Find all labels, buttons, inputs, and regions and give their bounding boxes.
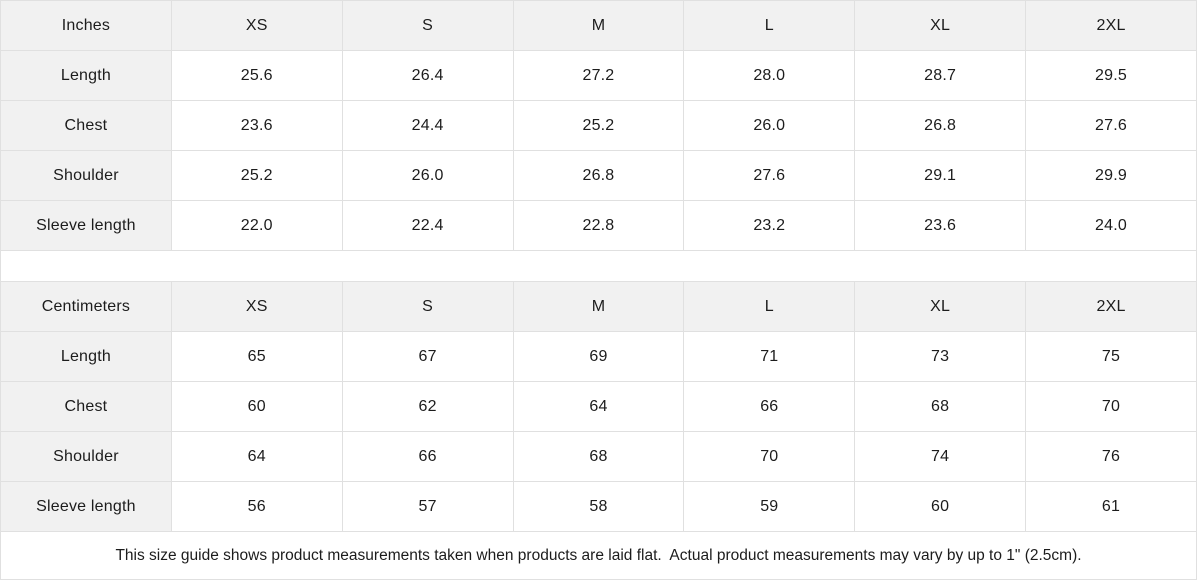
measurement-value-cell: 74 (854, 431, 1027, 482)
measurement-value-cell: 58 (512, 481, 685, 532)
measurement-value-cell: 24.0 (1025, 200, 1197, 251)
measurement-value-cell: 27.2 (512, 50, 685, 101)
measurement-value-cell: 26.0 (341, 150, 514, 201)
size-column-header: M (512, 281, 685, 332)
measurement-value-cell: 69 (512, 331, 685, 382)
measurement-value-cell: 22.4 (341, 200, 514, 251)
measurement-row: Shoulder 25.2 26.0 26.8 27.6 29.1 29.9 (0, 150, 1197, 201)
measurement-value-cell: 65 (170, 331, 343, 382)
measurement-value-cell: 68 (854, 381, 1027, 432)
measurement-row: Length 25.6 26.4 27.2 28.0 28.7 29.5 (0, 50, 1197, 101)
measurement-value-cell: 68 (512, 431, 685, 482)
size-column-header: S (341, 0, 514, 51)
size-column-header: M (512, 0, 685, 51)
size-guide-footer: This size guide shows product measuremen… (0, 532, 1197, 580)
measurement-value-cell: 23.2 (683, 200, 856, 251)
measurement-row-label: Length (0, 331, 172, 382)
size-table-inches: Inches XS S M L XL 2XL Length 25.6 26.4 27.2 28.0 28… (0, 0, 1197, 251)
measurement-value-cell: 25.6 (170, 50, 343, 101)
measurement-value-cell: 25.2 (512, 100, 685, 151)
measurement-value-cell: 24.4 (341, 100, 514, 151)
measurement-value-cell: 29.9 (1025, 150, 1197, 201)
size-column-header: XL (854, 281, 1027, 332)
size-header-row: Inches XS S M L XL 2XL (0, 0, 1197, 51)
size-column-header: XS (170, 281, 343, 332)
measurement-row: Chest 23.6 24.4 25.2 26.0 26.8 27.6 (0, 100, 1197, 151)
measurement-value-cell: 64 (512, 381, 685, 432)
measurement-value-cell: 57 (341, 481, 514, 532)
size-header-row: Centimeters XS S M L XL 2XL (0, 281, 1197, 332)
measurement-row-label: Shoulder (0, 150, 172, 201)
unit-label-cell: Centimeters (0, 281, 172, 332)
size-column-header: S (341, 281, 514, 332)
size-column-header: 2XL (1025, 0, 1197, 51)
measurement-value-cell: 67 (341, 331, 514, 382)
measurement-value-cell: 61 (1025, 481, 1197, 532)
measurement-value-cell: 66 (683, 381, 856, 432)
measurement-value-cell: 60 (854, 481, 1027, 532)
measurement-value-cell: 26.4 (341, 50, 514, 101)
measurement-value-cell: 22.8 (512, 200, 685, 251)
measurement-row: Length 65 67 69 71 73 75 (0, 331, 1197, 382)
measurement-row-label: Sleeve length (0, 200, 172, 251)
size-column-header: L (683, 0, 856, 51)
measurement-value-cell: 59 (683, 481, 856, 532)
measurement-value-cell: 56 (170, 481, 343, 532)
measurement-value-cell: 60 (170, 381, 343, 432)
size-column-header: L (683, 281, 856, 332)
measurement-value-cell: 66 (341, 431, 514, 482)
table-spacer (0, 251, 1197, 281)
measurement-value-cell: 29.1 (854, 150, 1027, 201)
measurement-value-cell: 64 (170, 431, 343, 482)
measurement-row-label: Chest (0, 100, 172, 151)
measurement-value-cell: 23.6 (170, 100, 343, 151)
measurement-value-cell: 71 (683, 331, 856, 382)
measurement-row-label: Length (0, 50, 172, 101)
measurement-value-cell: 75 (1025, 331, 1197, 382)
measurement-value-cell: 27.6 (683, 150, 856, 201)
measurement-value-cell: 25.2 (170, 150, 343, 201)
measurement-value-cell: 70 (1025, 381, 1197, 432)
measurement-value-cell: 29.5 (1025, 50, 1197, 101)
measurement-row: Chest 60 62 64 66 68 70 (0, 381, 1197, 432)
measurement-value-cell: 27.6 (1025, 100, 1197, 151)
measurement-row-label: Sleeve length (0, 481, 172, 532)
size-column-header: XL (854, 0, 1027, 51)
measurement-value-cell: 28.0 (683, 50, 856, 101)
measurement-value-cell: 22.0 (170, 200, 343, 251)
measurement-value-cell: 62 (341, 381, 514, 432)
measurement-value-cell: 26.8 (512, 150, 685, 201)
measurement-value-cell: 23.6 (854, 200, 1027, 251)
size-column-header: XS (170, 0, 343, 51)
unit-label-cell: Inches (0, 0, 172, 51)
size-column-header: 2XL (1025, 281, 1197, 332)
measurement-value-cell: 73 (854, 331, 1027, 382)
measurement-row: Shoulder 64 66 68 70 74 76 (0, 431, 1197, 482)
measurement-value-cell: 26.0 (683, 100, 856, 151)
measurement-value-cell: 26.8 (854, 100, 1027, 151)
size-table-centimeters: Centimeters XS S M L XL 2XL Length 65 67 69 71 73 75 C… (0, 281, 1197, 532)
measurement-row-label: Chest (0, 381, 172, 432)
measurement-value-cell: 76 (1025, 431, 1197, 482)
measurement-value-cell: 28.7 (854, 50, 1027, 101)
measurement-row-label: Shoulder (0, 431, 172, 482)
measurement-value-cell: 70 (683, 431, 856, 482)
size-guide-note: This size guide shows product measuremen… (115, 546, 1082, 564)
measurement-row: Sleeve length 22.0 22.4 22.8 23.2 23.6 24.0 (0, 200, 1197, 251)
measurement-row: Sleeve length 56 57 58 59 60 61 (0, 481, 1197, 532)
